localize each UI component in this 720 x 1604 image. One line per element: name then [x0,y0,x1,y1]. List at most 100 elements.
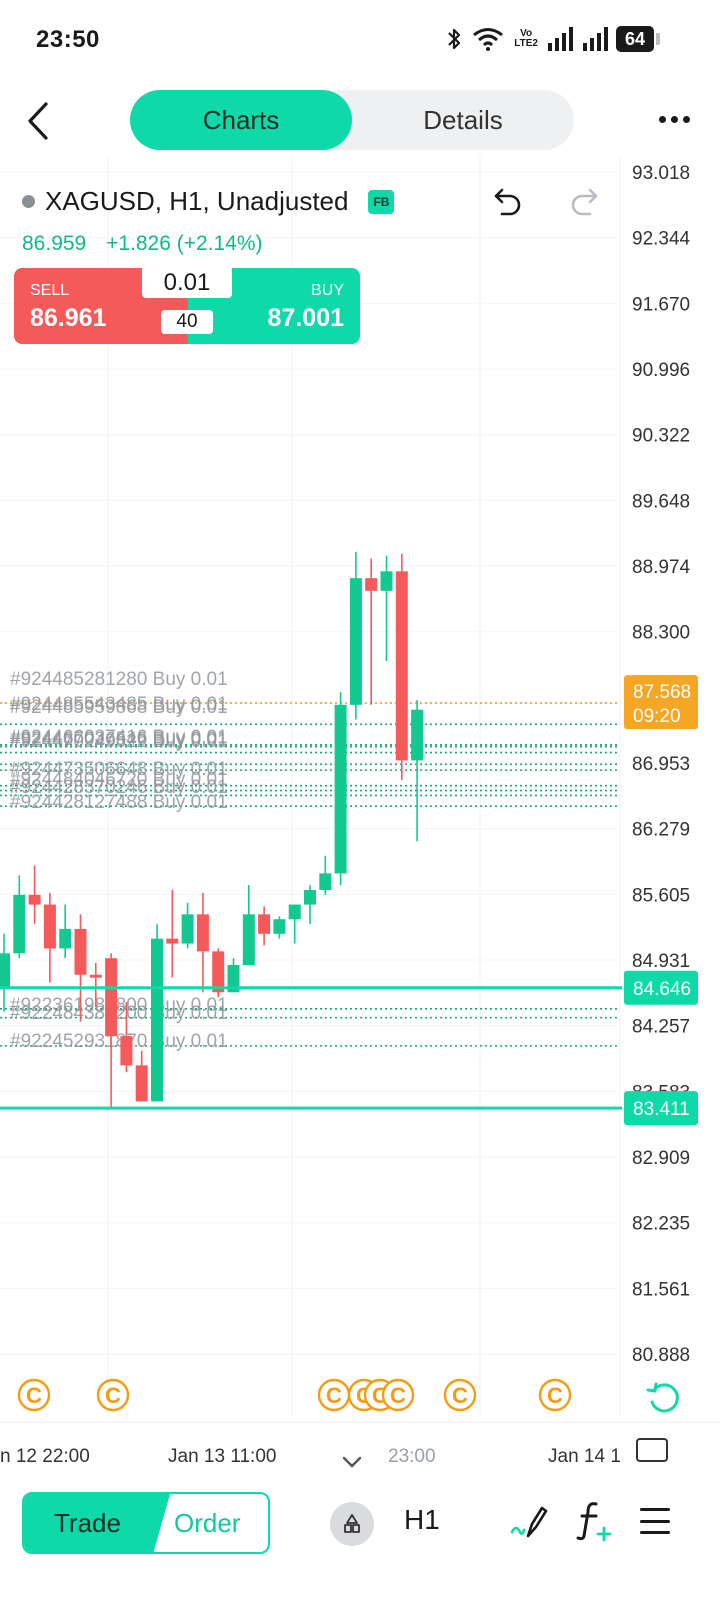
order-label: #924485543485 Buy 0.01 [10,694,228,715]
candle[interactable] [334,704,347,874]
menu-icon [640,1519,670,1523]
y-tick-label: 90.996 [632,360,690,381]
price-line-label: 83.411 [633,1099,690,1120]
change-value: +1.826 (+2.14%) [106,232,263,255]
wifi-icon [473,28,504,51]
order-label: #924466037416 Buy 0.01 [10,727,228,748]
back-icon [28,102,48,140]
instrument-header: XAGUSD, H1, Unadjusted FB [22,186,395,217]
status-time: 23:50 [36,26,100,53]
indicator-icon[interactable] [574,1498,614,1542]
candle[interactable] [395,571,408,761]
candle[interactable] [13,894,26,954]
candle[interactable] [105,958,118,1037]
x-tick-label: Jan 13 11:00 [168,1446,276,1467]
fb-badge: FB [368,189,395,214]
event-marker[interactable] [381,1378,415,1412]
candle[interactable] [304,889,316,905]
candle[interactable] [349,578,362,705]
candle[interactable] [212,951,225,993]
lot-size-input[interactable]: 0.01 [142,268,232,298]
chart-type-icon [344,1514,360,1533]
y-tick-label: 80.888 [632,1345,690,1366]
chart-type-button[interactable] [330,1502,374,1546]
event-marker[interactable] [17,1378,51,1412]
event-marker[interactable] [96,1378,130,1412]
candle[interactable] [181,914,194,944]
candle[interactable] [273,919,286,934]
bluetooth-icon [448,28,461,50]
chart-area[interactable]: 93.018 92.344 91.670 90.996 90.322 89.648 88.9… [0,156,720,1480]
candle[interactable] [89,974,102,978]
draw-tool-icon[interactable] [508,1502,548,1542]
candle[interactable] [151,938,163,1102]
event-marker-label: C [452,1383,468,1408]
price-line-tag [624,970,698,1005]
event-marker[interactable] [443,1378,477,1412]
redo-icon[interactable] [566,184,602,220]
top-nav: Charts Details [0,86,720,156]
candle[interactable] [227,965,240,993]
status-icons: Vo LTE2 [446,24,656,54]
event-marker-label: C [105,1383,121,1408]
event-marker[interactable] [538,1378,572,1412]
reset-zoom-icon[interactable] [644,1378,684,1418]
candle[interactable] [59,928,72,949]
back-button[interactable] [18,96,58,146]
candle[interactable] [411,709,424,761]
current-price-label: 87.568 [633,682,691,703]
candle[interactable] [288,904,301,920]
order-label: #924470249822 Buy 0.01 [10,731,228,752]
volte-icon: Vo LTE2 [514,28,538,49]
candle[interactable] [43,904,56,949]
order-label: #922484380200 Buy 0.01 [10,1003,228,1024]
x-tick-label: n 12 22:00 [0,1446,90,1467]
y-tick-label: 86.953 [632,754,690,775]
undo-icon[interactable] [490,184,526,220]
trade-order-switch: Trade Order [22,1492,270,1554]
order-label: #924485281280 Buy 0.01 [10,669,228,690]
fullscreen-icon[interactable] [636,1438,668,1462]
candlestick-chart[interactable]: 93.018 92.344 91.670 90.996 90.322 89.648 88.9… [0,156,720,1480]
candle[interactable] [74,928,87,975]
candle[interactable] [380,571,393,591]
candle[interactable] [120,1036,133,1066]
more-button[interactable] [654,104,694,134]
candle[interactable] [166,938,179,944]
candle-countdown: 09:20 [633,706,681,727]
instrument-title[interactable]: XAGUSD, H1, Unadjusted [45,186,349,216]
candle[interactable] [0,953,10,988]
tab-charts[interactable]: Charts [130,90,352,150]
price-change: 86.959 +1.826 (+2.14%) [22,232,277,256]
last-price: 86.959 [22,232,87,255]
y-tick-label: 92.344 [632,229,691,250]
candle[interactable] [28,894,41,905]
candle[interactable] [135,1065,148,1102]
current-price-tag [624,675,698,730]
y-tick-label: 93.018 [632,163,690,184]
order-label: #924467026546 Buy 0.01 [10,729,228,750]
candle[interactable] [365,578,378,591]
order-label: #924428127488 Buy 0.01 [10,792,228,813]
order-button[interactable]: Order [174,1508,241,1538]
buy-label: BUY [311,282,344,299]
tab-details[interactable]: Details [423,105,503,135]
y-tick-label: 88.300 [632,623,690,644]
candle[interactable] [258,914,271,934]
order-label: #924473506648 Buy 0.01 [10,759,228,780]
menu-button[interactable] [640,1508,670,1534]
candle[interactable] [242,914,255,966]
y-tick-label: 82.235 [632,1214,690,1235]
battery-icon: 64 [616,26,660,52]
signal-icon [548,27,573,51]
candle[interactable] [319,873,332,890]
chevron-down-icon[interactable] [338,1452,366,1472]
candle[interactable] [196,914,209,952]
timeframe-selector[interactable]: H1 [404,1504,440,1535]
y-tick-label: 91.670 [632,294,690,315]
spread-value: 40 [161,310,213,334]
y-tick-label: 81.561 [632,1279,690,1300]
y-tick-label: 88.974 [632,557,691,578]
order-label: #924484046720 Buy 0.01 [10,769,228,790]
trade-button[interactable]: Trade [54,1508,121,1538]
